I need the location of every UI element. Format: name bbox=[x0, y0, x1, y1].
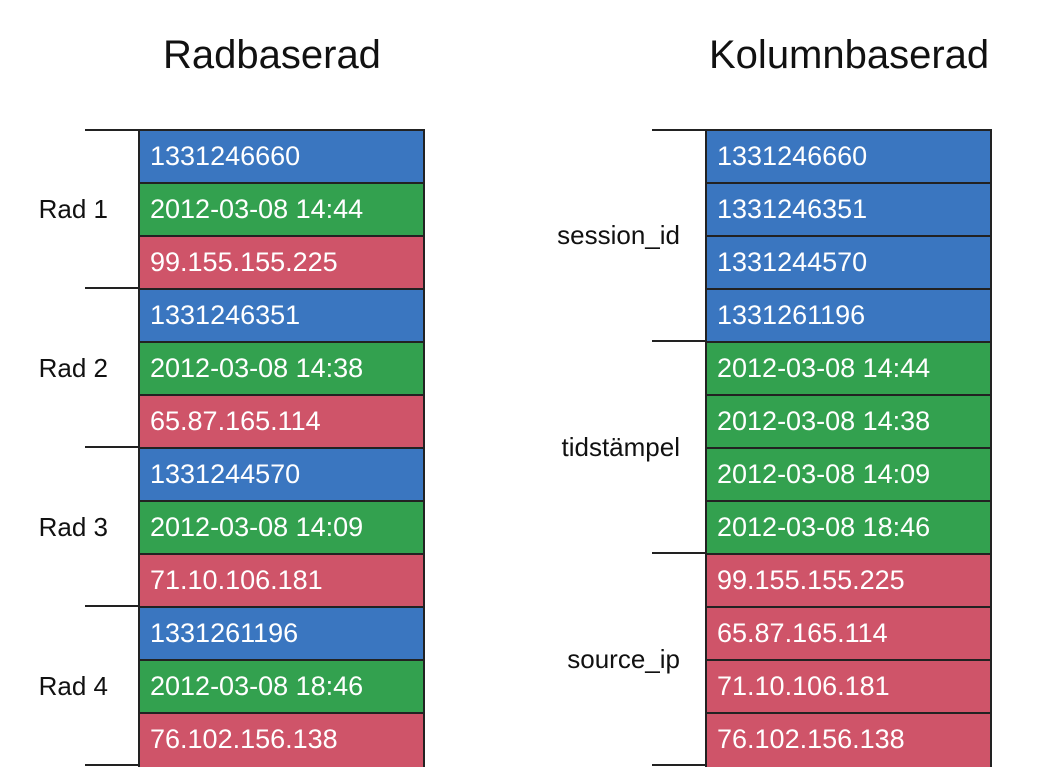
group-label: Rad 4 bbox=[38, 670, 108, 701]
storage-cell: 99.155.155.225 bbox=[707, 555, 990, 608]
row-oriented-title: Radbaserad bbox=[163, 33, 381, 77]
storage-cell: 1331246660 bbox=[140, 131, 423, 184]
group-label: Rad 3 bbox=[38, 511, 108, 542]
group-label: source_ip bbox=[567, 644, 680, 674]
storage-cell: 71.10.106.181 bbox=[707, 661, 990, 714]
group-divider bbox=[652, 764, 707, 766]
column-oriented-storage-stack: 1331246660 1331246351 1331244570 1331261196… bbox=[705, 129, 992, 767]
group-divider bbox=[85, 764, 140, 766]
group-divider bbox=[85, 287, 140, 289]
storage-cell: 2012-03-08 14:09 bbox=[707, 449, 990, 502]
storage-cell: 65.87.165.114 bbox=[707, 608, 990, 661]
group-divider bbox=[652, 552, 707, 554]
storage-cell: 2012-03-08 18:46 bbox=[707, 502, 990, 555]
group-label: session_id bbox=[557, 220, 680, 250]
storage-cell: 99.155.155.225 bbox=[140, 237, 423, 290]
group-divider bbox=[652, 340, 707, 342]
storage-cell: 2012-03-08 14:44 bbox=[140, 184, 423, 237]
storage-cell: 2012-03-08 14:44 bbox=[707, 343, 990, 396]
storage-cell: 1331246660 bbox=[707, 131, 990, 184]
storage-cell: 2012-03-08 18:46 bbox=[140, 661, 423, 714]
group-divider bbox=[85, 605, 140, 607]
storage-cell: 76.102.156.138 bbox=[707, 714, 990, 767]
group-label: tidstämpel bbox=[561, 432, 681, 462]
column-oriented-title: Kolumnbaserad bbox=[709, 33, 990, 77]
row-oriented-storage-stack: 1331246660 2012-03-08 14:44 99.155.155.225… bbox=[138, 129, 425, 767]
group-label: Rad 1 bbox=[38, 193, 108, 224]
storage-cell: 1331244570 bbox=[140, 449, 423, 502]
storage-cell: 1331246351 bbox=[140, 290, 423, 343]
storage-cell: 1331261196 bbox=[707, 290, 990, 343]
storage-cell: 1331246351 bbox=[707, 184, 990, 237]
storage-cell: 65.87.165.114 bbox=[140, 396, 423, 449]
group-divider bbox=[85, 446, 140, 448]
group-label: Rad 2 bbox=[38, 352, 108, 383]
storage-cell: 2012-03-08 14:38 bbox=[707, 396, 990, 449]
storage-cell: 71.10.106.181 bbox=[140, 555, 423, 608]
storage-cell: 76.102.156.138 bbox=[140, 714, 423, 767]
storage-cell: 2012-03-08 14:38 bbox=[140, 343, 423, 396]
storage-cell: 2012-03-08 14:09 bbox=[140, 502, 423, 555]
storage-cell: 1331244570 bbox=[707, 237, 990, 290]
storage-cell: 1331261196 bbox=[140, 608, 423, 661]
group-divider bbox=[652, 129, 707, 131]
group-divider bbox=[85, 129, 140, 131]
